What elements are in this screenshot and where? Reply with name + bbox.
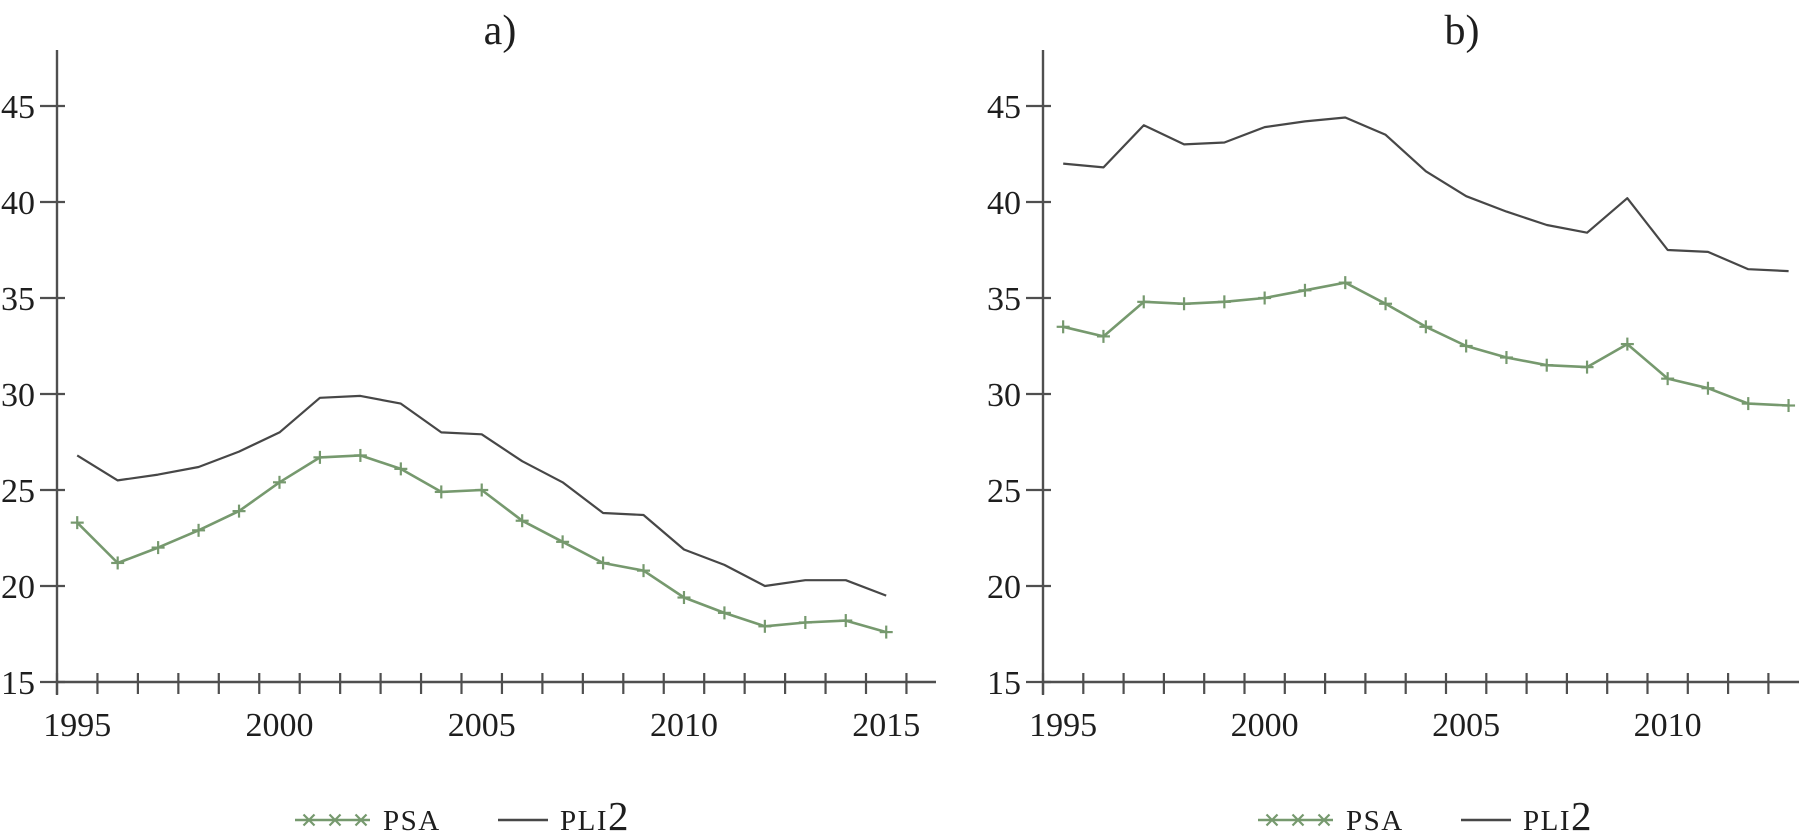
x-tick-label: 2015	[852, 707, 920, 744]
legend-psa-marker	[1291, 813, 1305, 827]
psa-line	[76, 454, 887, 634]
legend-psa-marker	[354, 813, 368, 827]
legend-psa-label: PSA	[383, 805, 441, 836]
panel-b-title: b)	[1445, 8, 1480, 54]
pli2-line	[76, 394, 887, 597]
x-tick-label: 1995	[43, 707, 111, 744]
y-tick-label: 30	[1, 377, 35, 414]
chart-a: 15 20 25 30 35 40 45 1995 2000 2005 2010 2015 PSA PLI…	[1, 50, 936, 836]
legend-psa-label: PSA	[1346, 805, 1404, 836]
legend-pli2-label: PLI2	[560, 793, 630, 836]
x-tick-label: 2005	[448, 707, 516, 744]
y-tick-label: 20	[987, 569, 1021, 606]
y-tick-label: 35	[1, 281, 35, 318]
chart-b: 15 20 25 30 35 40 45 1995 2000 2005 2010 PSA PLI2	[987, 50, 1799, 836]
x-tick-label: 2010	[1634, 707, 1702, 744]
y-tick-label: 20	[1, 569, 35, 606]
x-tick-label: 2005	[1432, 707, 1500, 744]
legend-psa-marker	[1317, 813, 1331, 827]
y-tick-label: 40	[1, 185, 35, 222]
legend-psa-marker	[328, 813, 342, 827]
legend-psa-marker	[1265, 813, 1279, 827]
legend-psa-marker	[302, 813, 316, 827]
y-tick-label: 35	[987, 281, 1021, 318]
y-tick-label: 30	[987, 377, 1021, 414]
y-tick-label: 45	[1, 89, 35, 126]
psa-line	[1062, 281, 1789, 407]
pli2-line	[1063, 116, 1789, 273]
y-tick-label: 15	[1, 665, 35, 702]
y-tick-label: 45	[987, 89, 1021, 126]
x-tick-label: 2010	[650, 707, 718, 744]
y-tick-label: 25	[987, 473, 1021, 510]
panel-a-title: a)	[484, 8, 517, 54]
x-tick-label: 2000	[1231, 707, 1299, 744]
legend-pli2-label: PLI2	[1523, 793, 1593, 836]
y-tick-label: 40	[987, 185, 1021, 222]
x-tick-label: 2000	[245, 707, 313, 744]
y-tick-label: 15	[987, 665, 1021, 702]
y-tick-label: 25	[1, 473, 35, 510]
x-tick-label: 1995	[1029, 707, 1097, 744]
